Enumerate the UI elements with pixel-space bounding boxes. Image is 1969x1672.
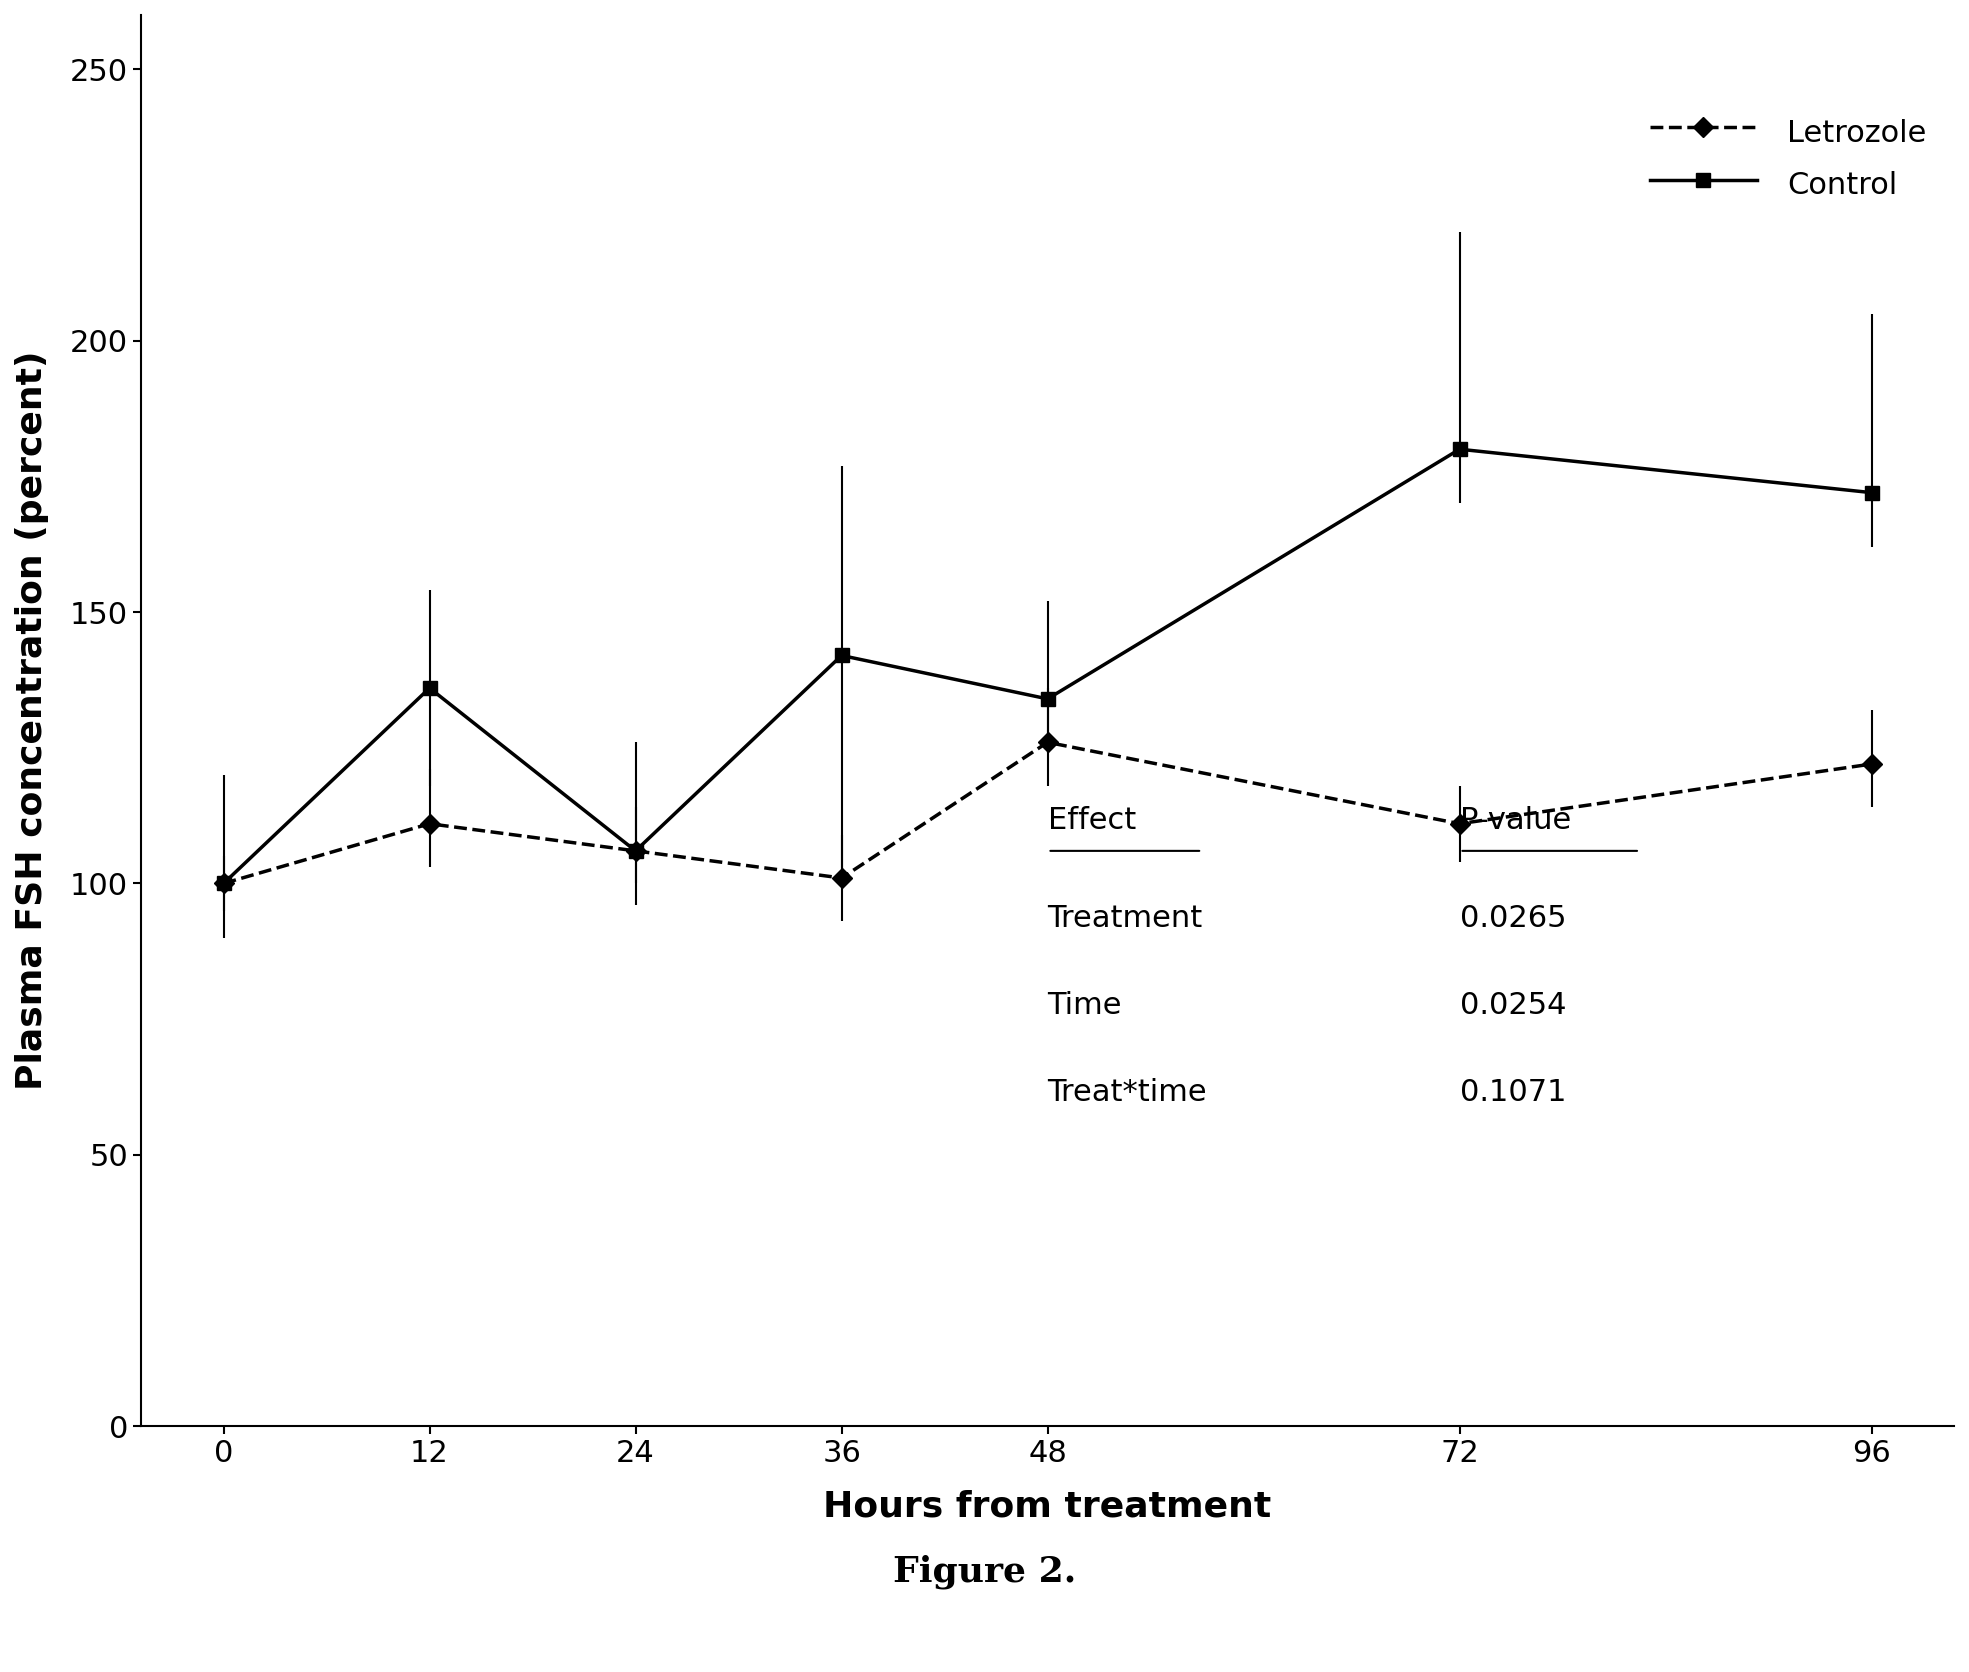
Text: Time: Time [1048, 991, 1122, 1020]
Text: 0.0254: 0.0254 [1459, 991, 1565, 1020]
Text: 0.0265: 0.0265 [1459, 905, 1565, 933]
Text: Effect: Effect [1048, 806, 1136, 834]
Text: Figure 2.: Figure 2. [892, 1555, 1077, 1588]
Text: 0.1071: 0.1071 [1459, 1077, 1565, 1107]
Text: Treat*time: Treat*time [1048, 1077, 1207, 1107]
Text: P-value: P-value [1459, 806, 1571, 834]
Y-axis label: Plasma FSH concentration (percent): Plasma FSH concentration (percent) [16, 351, 49, 1090]
X-axis label: Hours from treatment: Hours from treatment [823, 1490, 1272, 1523]
Text: Treatment: Treatment [1048, 905, 1203, 933]
Legend: Letrozole, Control: Letrozole, Control [1638, 100, 1939, 216]
